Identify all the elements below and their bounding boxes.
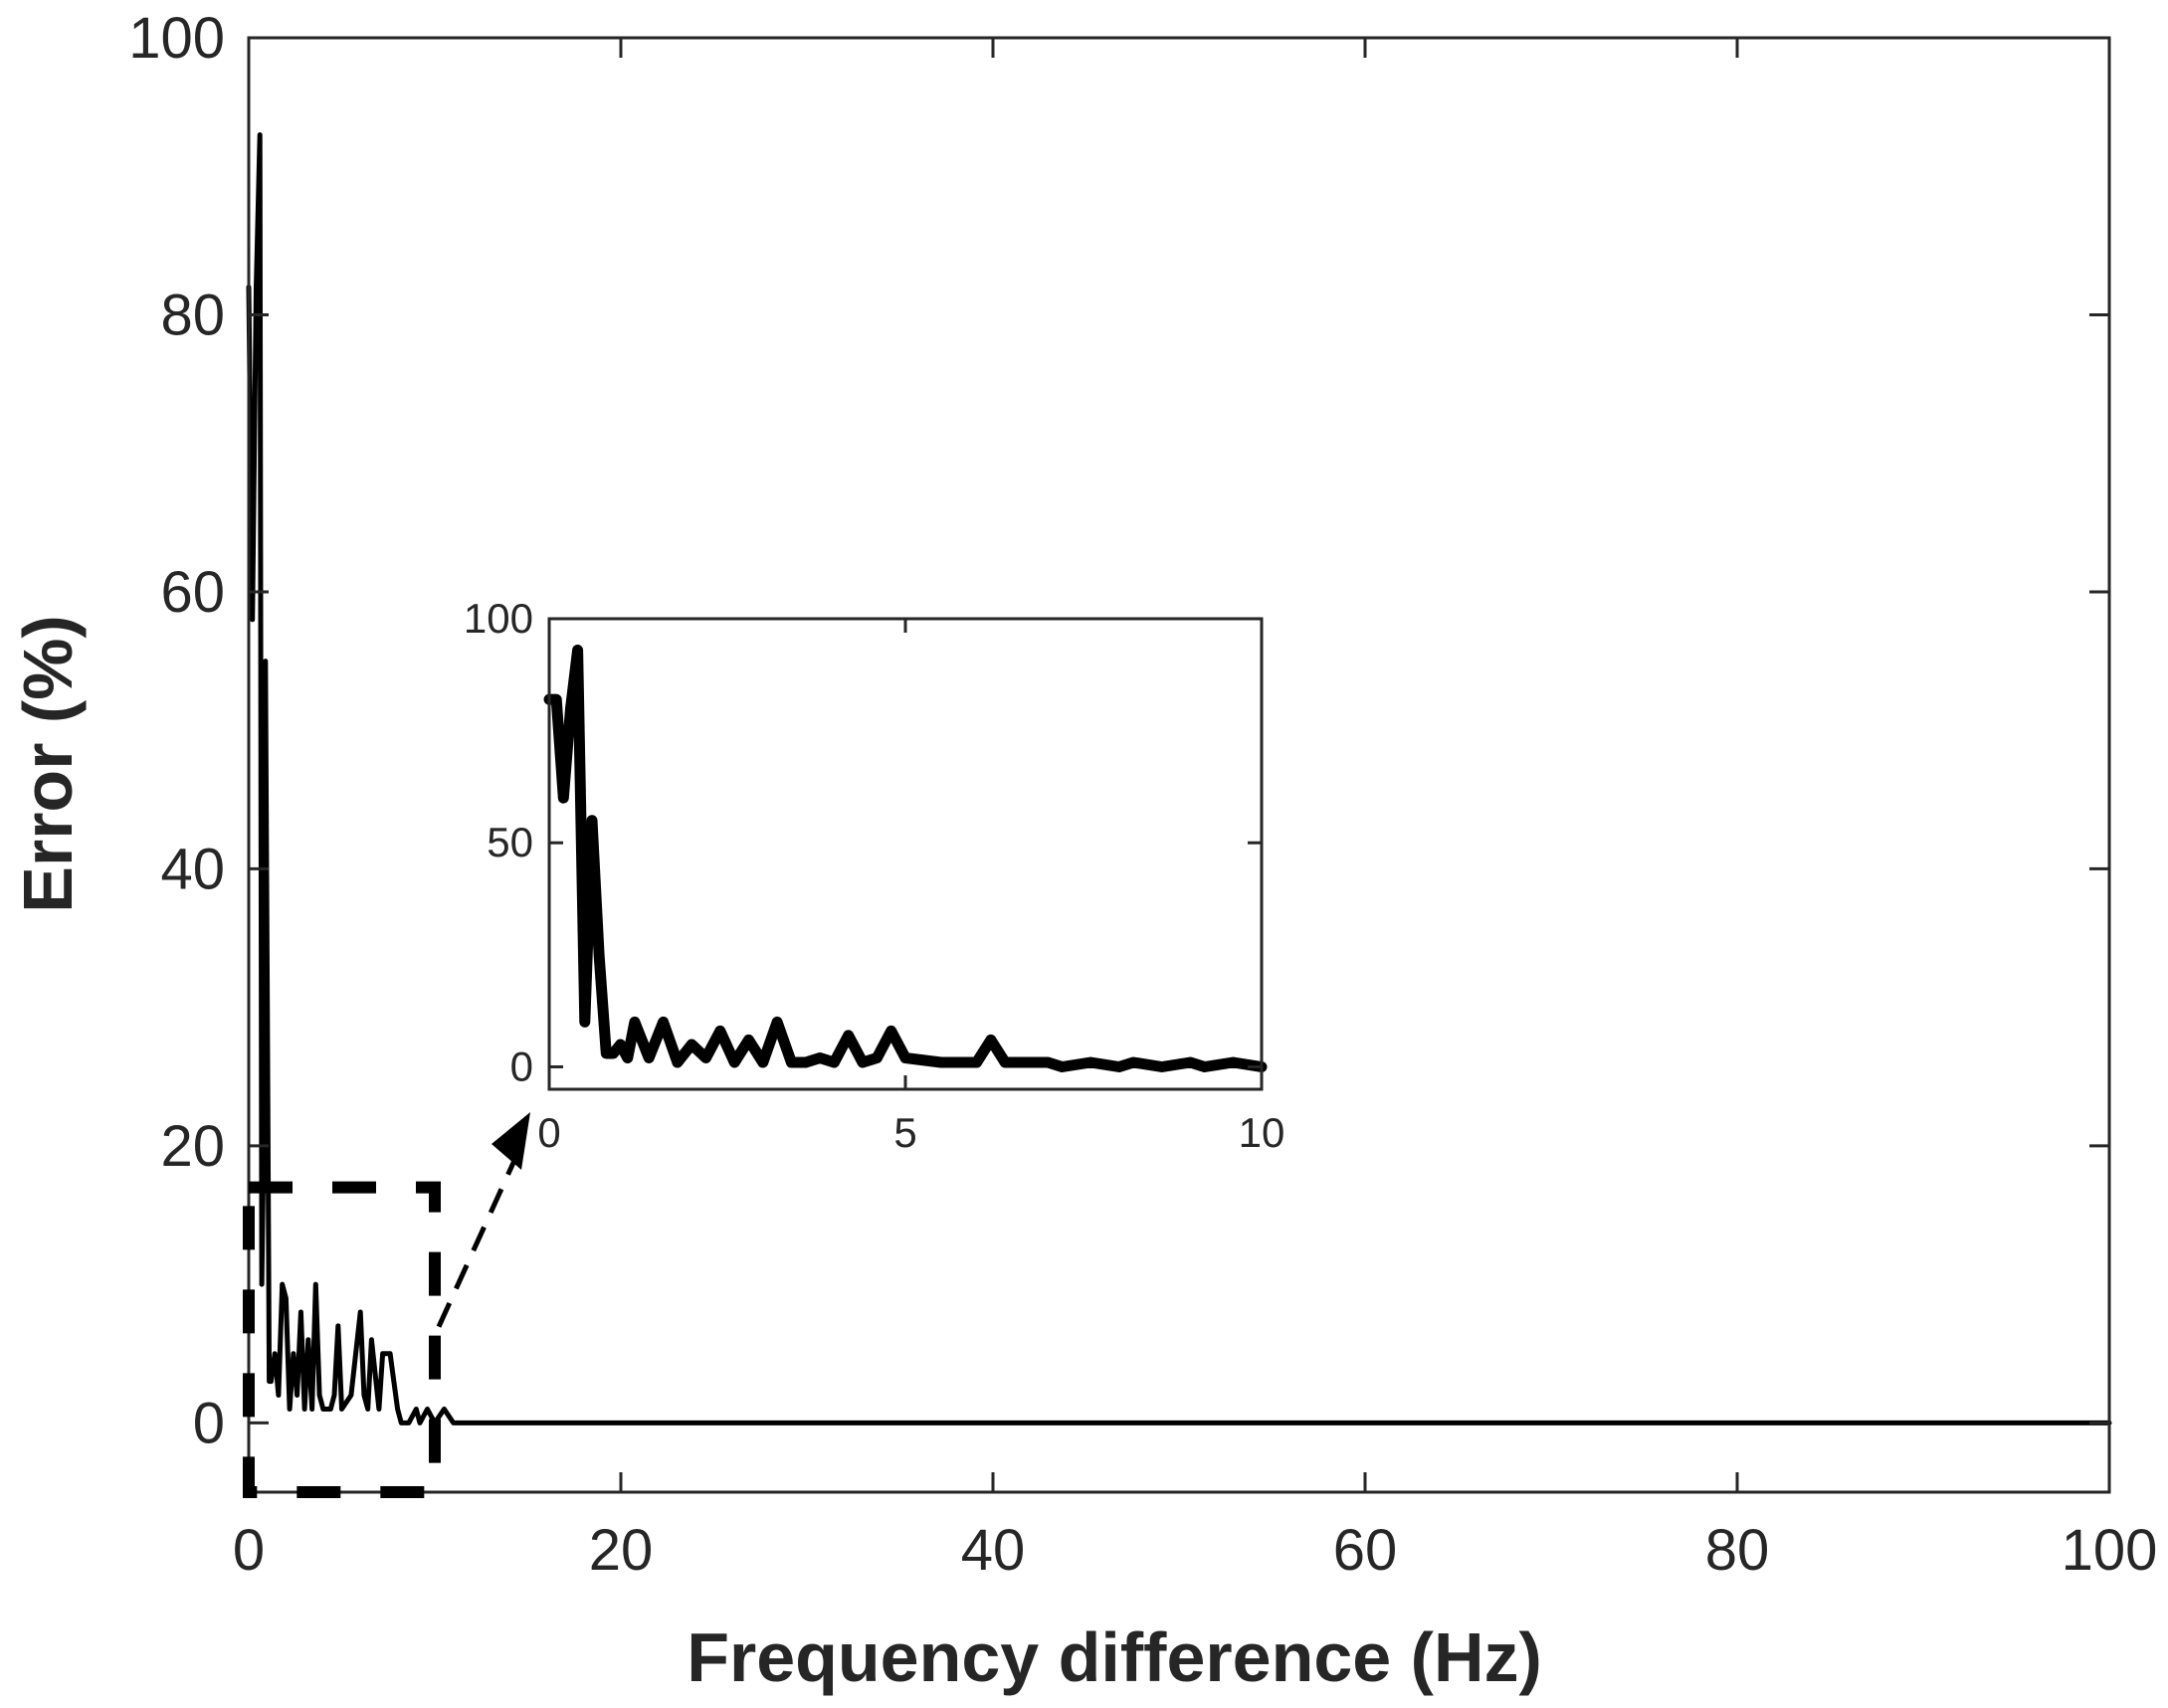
main-y-tick-label: 40	[160, 837, 225, 901]
main-y-tick-label: 0	[193, 1391, 225, 1455]
inset-x-tick-label: 10	[1239, 1109, 1285, 1156]
x-axis-label: Frequency difference (Hz)	[687, 1618, 1542, 1696]
inset-background	[549, 619, 1262, 1089]
main-x-tick-label: 100	[2062, 1518, 2158, 1583]
zoom-arrow-head	[492, 1112, 530, 1170]
inset-y-tick-label: 100	[464, 595, 533, 642]
inset-x-tick-label: 0	[537, 1109, 560, 1156]
main-x-tick-label: 40	[961, 1518, 1026, 1583]
zoom-box	[243, 1181, 441, 1498]
main-x-tick-label: 80	[1705, 1518, 1770, 1583]
main-x-tick-label: 0	[233, 1518, 265, 1583]
main-axes-frame	[247, 36, 2111, 1494]
series-line-0	[246, 132, 2112, 1425]
main-y-tick-label: 20	[160, 1114, 225, 1179]
series-line-0	[543, 645, 1268, 1072]
main-x-tick-label: 60	[1333, 1518, 1398, 1583]
main-y-tick-label: 100	[128, 6, 225, 71]
zoom-arrow-line	[436, 1152, 520, 1328]
main-y-tick-label: 80	[160, 283, 225, 347]
inset-y-tick-label: 50	[487, 819, 533, 865]
inset-x-tick-label: 5	[893, 1109, 916, 1156]
main-x-tick-label: 20	[589, 1518, 654, 1583]
zoom-indicator	[243, 1112, 530, 1498]
inset-y-tick-label: 0	[510, 1043, 533, 1089]
y-axis-label: Error (%)	[9, 615, 87, 912]
main-y-tick-label: 60	[160, 560, 225, 625]
